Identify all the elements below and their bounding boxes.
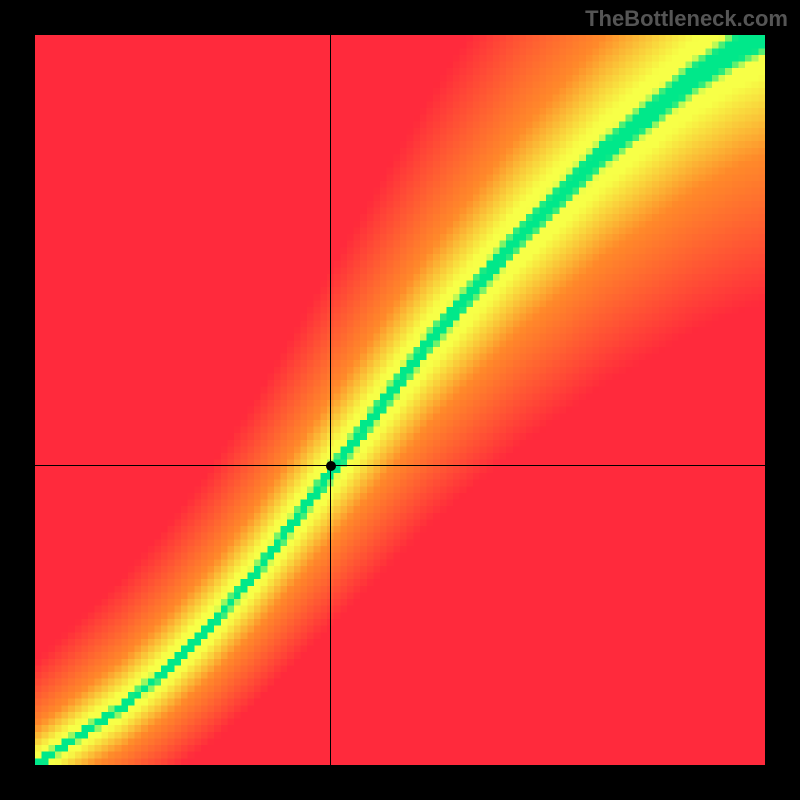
selection-marker[interactable]	[326, 461, 336, 471]
figure-frame: { "watermark": { "text": "TheBottleneck.…	[0, 0, 800, 800]
watermark-text: TheBottleneck.com	[585, 6, 788, 32]
crosshair-horizontal	[35, 465, 765, 466]
bottleneck-heatmap	[35, 35, 765, 765]
crosshair-vertical	[330, 35, 331, 765]
